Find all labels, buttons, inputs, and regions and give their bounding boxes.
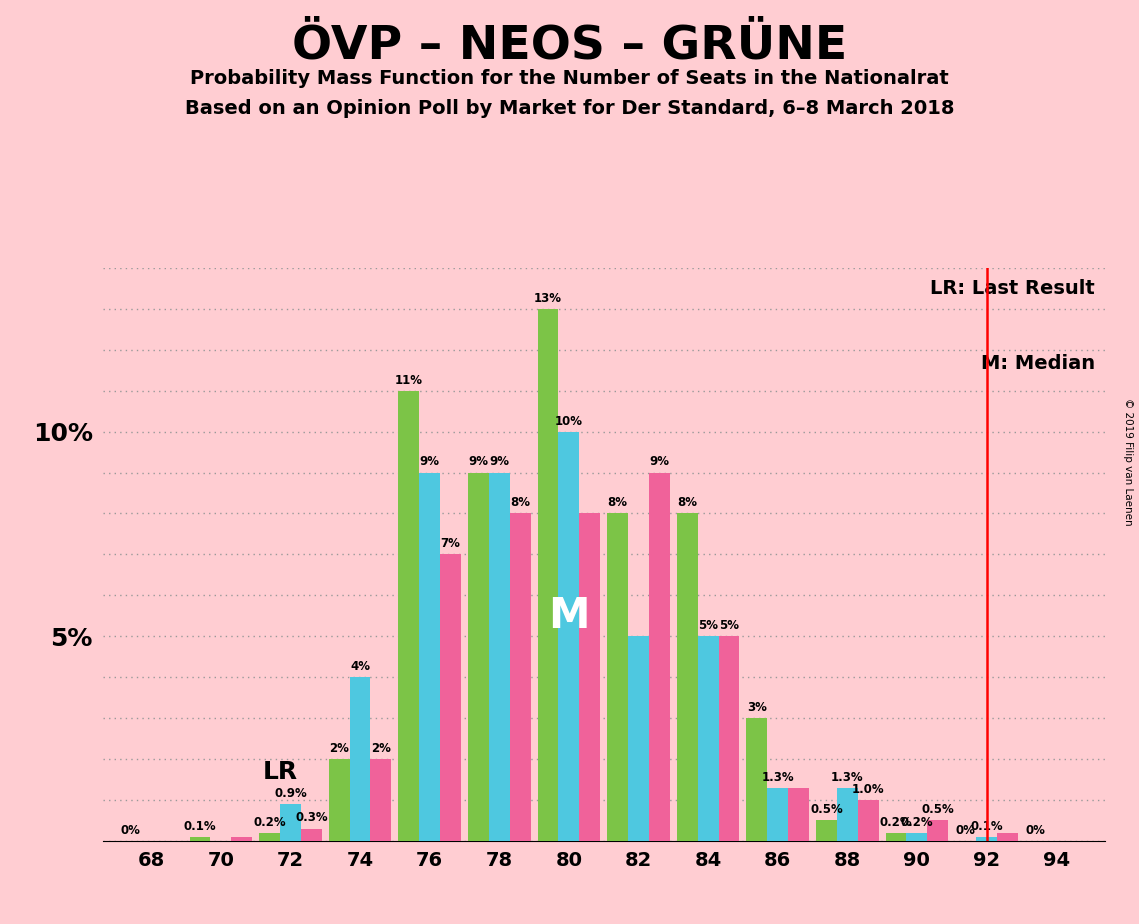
Text: 2%: 2% bbox=[329, 742, 350, 755]
Text: 0.2%: 0.2% bbox=[901, 816, 933, 829]
Text: LR: Last Result: LR: Last Result bbox=[931, 279, 1095, 298]
Text: 8%: 8% bbox=[510, 496, 530, 509]
Text: Based on an Opinion Poll by Market for Der Standard, 6–8 March 2018: Based on an Opinion Poll by Market for D… bbox=[185, 99, 954, 118]
Bar bbox=[788, 787, 809, 841]
Bar bbox=[816, 821, 837, 841]
Bar bbox=[649, 472, 670, 841]
Bar bbox=[927, 821, 948, 841]
Bar bbox=[350, 677, 370, 841]
Text: 0%: 0% bbox=[121, 824, 140, 837]
Bar bbox=[886, 833, 907, 841]
Bar bbox=[280, 804, 301, 841]
Text: 1.0%: 1.0% bbox=[852, 783, 885, 796]
Text: 9%: 9% bbox=[419, 456, 440, 468]
Bar bbox=[419, 472, 440, 841]
Text: 7%: 7% bbox=[441, 538, 460, 551]
Bar bbox=[719, 637, 739, 841]
Text: 11%: 11% bbox=[395, 373, 423, 386]
Text: 13%: 13% bbox=[534, 292, 562, 305]
Bar bbox=[440, 554, 461, 841]
Text: 0.2%: 0.2% bbox=[253, 816, 286, 829]
Text: 0.1%: 0.1% bbox=[183, 820, 216, 833]
Text: 10%: 10% bbox=[555, 415, 583, 428]
Bar bbox=[189, 837, 211, 841]
Bar bbox=[301, 829, 321, 841]
Text: Probability Mass Function for the Number of Seats in the Nationalrat: Probability Mass Function for the Number… bbox=[190, 69, 949, 89]
Bar bbox=[607, 514, 628, 841]
Bar bbox=[976, 837, 997, 841]
Text: 0.2%: 0.2% bbox=[879, 816, 912, 829]
Bar bbox=[509, 514, 531, 841]
Text: © 2019 Filip van Laenen: © 2019 Filip van Laenen bbox=[1123, 398, 1133, 526]
Bar bbox=[907, 833, 927, 841]
Bar bbox=[399, 391, 419, 841]
Text: 0.3%: 0.3% bbox=[295, 811, 328, 824]
Text: M: Median: M: Median bbox=[981, 354, 1095, 373]
Bar bbox=[697, 637, 719, 841]
Bar bbox=[538, 309, 558, 841]
Text: 0.9%: 0.9% bbox=[274, 787, 306, 800]
Text: ÖVP – NEOS – GRÜNE: ÖVP – NEOS – GRÜNE bbox=[292, 23, 847, 68]
Bar bbox=[837, 787, 858, 841]
Text: 5%: 5% bbox=[698, 619, 718, 632]
Bar bbox=[677, 514, 697, 841]
Bar bbox=[231, 837, 252, 841]
Text: 9%: 9% bbox=[468, 456, 489, 468]
Text: 0.5%: 0.5% bbox=[810, 803, 843, 816]
Text: 3%: 3% bbox=[747, 701, 767, 714]
Text: 9%: 9% bbox=[490, 456, 509, 468]
Text: 8%: 8% bbox=[607, 496, 628, 509]
Text: 0%: 0% bbox=[1025, 824, 1046, 837]
Text: 8%: 8% bbox=[678, 496, 697, 509]
Bar bbox=[260, 833, 280, 841]
Bar bbox=[558, 432, 580, 841]
Text: 0%: 0% bbox=[956, 824, 976, 837]
Bar bbox=[580, 514, 600, 841]
Text: M: M bbox=[548, 595, 590, 637]
Text: 0.5%: 0.5% bbox=[921, 803, 954, 816]
Text: 9%: 9% bbox=[649, 456, 670, 468]
Bar bbox=[468, 472, 489, 841]
Text: 0.1%: 0.1% bbox=[970, 820, 1002, 833]
Text: 2%: 2% bbox=[371, 742, 391, 755]
Bar bbox=[370, 759, 392, 841]
Text: 1.3%: 1.3% bbox=[761, 771, 794, 784]
Text: LR: LR bbox=[262, 760, 297, 784]
Bar bbox=[746, 718, 768, 841]
Bar bbox=[628, 637, 649, 841]
Text: 4%: 4% bbox=[350, 660, 370, 673]
Bar bbox=[329, 759, 350, 841]
Bar bbox=[858, 800, 878, 841]
Bar bbox=[768, 787, 788, 841]
Text: 1.3%: 1.3% bbox=[831, 771, 863, 784]
Bar bbox=[489, 472, 510, 841]
Bar bbox=[997, 833, 1018, 841]
Text: 5%: 5% bbox=[719, 619, 739, 632]
